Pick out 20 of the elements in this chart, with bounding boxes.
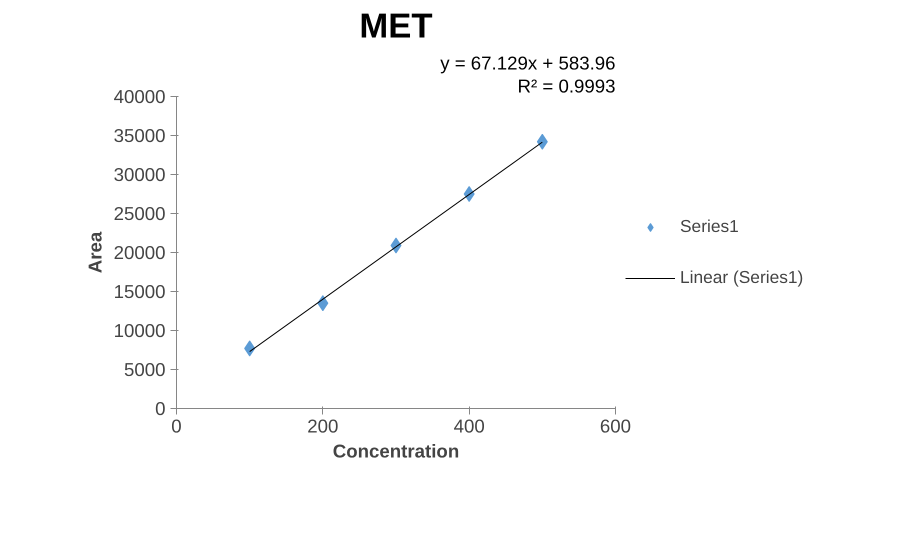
annotation: R² = 0.9993 bbox=[517, 76, 616, 96]
x-tick-label: 600 bbox=[600, 416, 632, 436]
text: y = 67.129x + 583.96 bbox=[440, 52, 616, 74]
chart-title: MET bbox=[359, 8, 433, 46]
x-axis-title: Concentration bbox=[332, 440, 460, 462]
y-tick-label: 30000 bbox=[114, 164, 166, 185]
legend-label: Linear (Series1) bbox=[680, 267, 804, 288]
y-tick-label: 40000 bbox=[114, 86, 166, 107]
y-tick-label: 35000 bbox=[114, 125, 166, 146]
y-axis-title: Area bbox=[84, 231, 106, 274]
x-tick-label: 200 bbox=[307, 416, 338, 436]
x-tick-label: 400 bbox=[454, 416, 485, 436]
y-tick-label: 15000 bbox=[114, 281, 166, 302]
x-tick-label: 0 bbox=[171, 416, 182, 436]
y-tick-label: 25000 bbox=[114, 203, 166, 224]
y-tick-label: 0 bbox=[155, 398, 166, 419]
legend-label: Series1 bbox=[680, 216, 739, 237]
y-tick-label: 20000 bbox=[114, 242, 166, 263]
y-tick-label: 5000 bbox=[124, 359, 166, 380]
y-tick-label: 10000 bbox=[114, 320, 166, 341]
